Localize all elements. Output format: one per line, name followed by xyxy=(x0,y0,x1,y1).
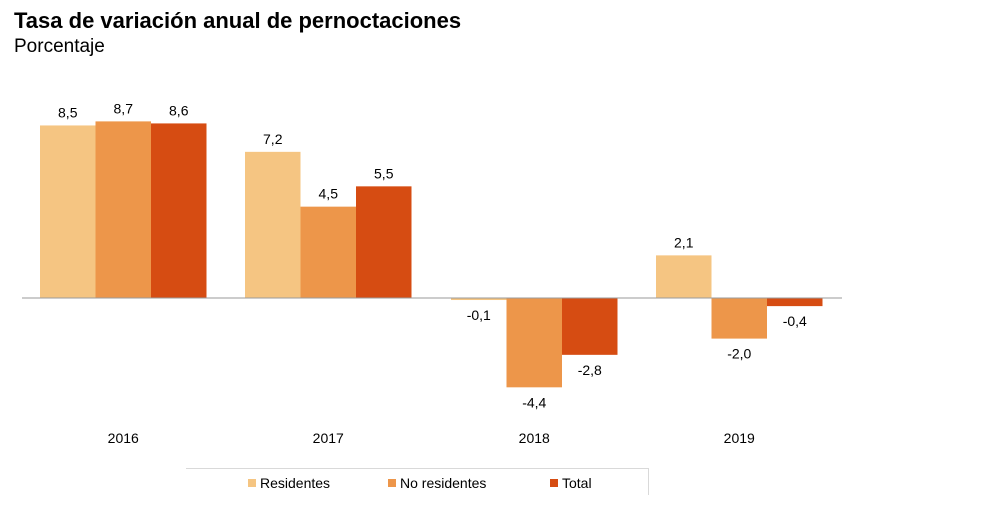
data-label-total-2019: -0,4 xyxy=(783,313,807,329)
data-label-total-2017: 5,5 xyxy=(374,165,394,181)
data-label-total-2018: -2,8 xyxy=(578,362,602,378)
chart-subtitle: Porcentaje xyxy=(14,36,105,57)
bar-residentes-2017 xyxy=(245,151,301,298)
data-label-residentes-2016: 8,5 xyxy=(58,104,78,120)
legend-label-total: Total xyxy=(562,475,592,491)
legend: Residentes No residentes Total xyxy=(186,468,649,495)
data-label-residentes-2019: 2,1 xyxy=(674,234,694,250)
data-label-no-residentes-2016: 8,7 xyxy=(114,100,134,116)
bar-residentes-2016 xyxy=(40,125,96,298)
category-label-2017: 2017 xyxy=(313,430,344,446)
data-label-no-residentes-2018: -4,4 xyxy=(522,394,546,410)
bar-residentes-2018 xyxy=(451,298,507,301)
data-label-total-2016: 8,6 xyxy=(169,102,189,118)
category-label-2016: 2016 xyxy=(108,430,139,446)
bar-no-residentes-2016 xyxy=(95,121,151,298)
bar-no-residentes-2019 xyxy=(711,298,767,339)
legend-item-no-residentes: No residentes xyxy=(388,475,486,491)
bar-total-2019 xyxy=(767,298,823,307)
legend-swatch-total xyxy=(550,479,558,487)
category-label-2018: 2018 xyxy=(519,430,550,446)
bar-total-2017 xyxy=(356,186,412,298)
bar-no-residentes-2017 xyxy=(300,206,356,298)
data-label-residentes-2017: 7,2 xyxy=(263,131,283,147)
legend-item-residentes: Residentes xyxy=(248,475,330,491)
bar-total-2016 xyxy=(151,123,207,298)
bar-total-2018 xyxy=(562,298,618,355)
legend-swatch-no-residentes xyxy=(388,479,396,487)
legend-swatch-residentes xyxy=(248,479,256,487)
category-label-2019: 2019 xyxy=(724,430,755,446)
legend-label-residentes: Residentes xyxy=(260,475,331,491)
bar-no-residentes-2018 xyxy=(506,298,562,388)
legend-item-total: Total xyxy=(550,475,592,491)
chart-title: Tasa de variación anual de pernoctacione… xyxy=(14,8,462,33)
bar-residentes-2019 xyxy=(656,255,712,298)
legend-label-no-residentes: No residentes xyxy=(400,475,487,491)
data-label-residentes-2018: -0,1 xyxy=(467,307,491,323)
data-label-no-residentes-2019: -2,0 xyxy=(727,346,751,362)
data-label-no-residentes-2017: 4,5 xyxy=(319,186,339,202)
